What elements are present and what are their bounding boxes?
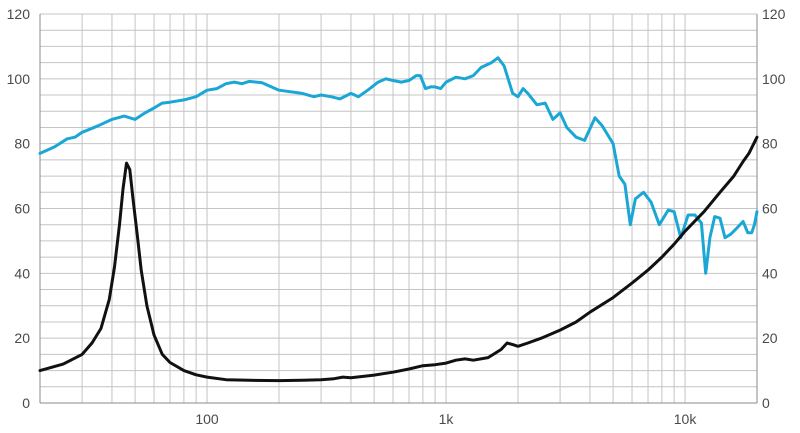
right-y-axis: 0 20 40 60 80 100 120	[762, 6, 786, 411]
x-tick-label: 10k	[674, 411, 698, 427]
y-tick-label-right: 100	[762, 71, 786, 87]
y-tick-label-right: 80	[762, 136, 778, 152]
x-tick-label: 100	[195, 411, 219, 427]
y-tick-label-right: 120	[762, 6, 786, 22]
x-tick-label: 1k	[439, 411, 455, 427]
y-tick-label-right: 0	[762, 395, 770, 411]
y-tick-label-left: 120	[7, 6, 31, 22]
y-tick-label-left: 20	[14, 330, 30, 346]
series-lines	[38, 56, 759, 383]
y-tick-label-right: 20	[762, 330, 778, 346]
y-tick-label-left: 80	[14, 136, 30, 152]
series-line-2	[38, 135, 759, 383]
x-axis: 100 1k 10k	[195, 411, 697, 427]
y-tick-label-right: 40	[762, 265, 778, 281]
left-y-axis: 0 20 40 60 80 100 120	[7, 6, 31, 411]
y-tick-label-left: 100	[7, 71, 31, 87]
grid	[39, 13, 758, 404]
series-line-1	[38, 56, 759, 275]
y-tick-label-right: 60	[762, 201, 778, 217]
y-tick-label-left: 60	[14, 201, 30, 217]
y-tick-label-left: 40	[14, 265, 30, 281]
y-tick-label-left: 0	[22, 395, 30, 411]
